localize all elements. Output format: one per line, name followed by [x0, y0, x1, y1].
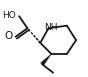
Text: HO: HO	[2, 11, 15, 20]
Polygon shape	[41, 54, 51, 65]
Text: O: O	[4, 31, 13, 41]
Text: NH: NH	[44, 23, 57, 32]
